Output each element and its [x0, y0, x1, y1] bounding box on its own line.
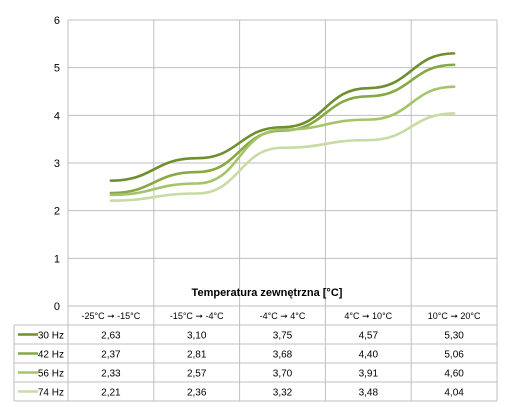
category-label: -25°C ➞ -15°C [82, 311, 141, 321]
data-label: 2,81 [187, 350, 207, 361]
category-label: -4°C ➞ 4°C [260, 311, 306, 321]
data-label: 3,91 [359, 369, 379, 380]
y-tick-label: 3 [54, 158, 60, 170]
data-label: 3,10 [187, 331, 207, 342]
legend-label: 74 Hz [38, 388, 64, 399]
data-label: 4,40 [359, 350, 379, 361]
y-tick-label: 5 [54, 63, 60, 75]
data-label: 5,30 [444, 331, 464, 342]
data-label: 3,48 [359, 388, 379, 399]
category-label: -15°C ➞ -4°C [170, 311, 224, 321]
y-tick-label: 4 [54, 110, 60, 122]
data-label: 2,63 [101, 331, 121, 342]
category-label: 10°C ➞ 20°C [428, 311, 481, 321]
legend-label: 30 Hz [38, 331, 64, 342]
data-table: -25°C ➞ -15°C -15°C ➞ -4°C -4°C ➞ 4°C 4°C ➞… [13, 311, 497, 402]
data-label: 3,68 [273, 350, 293, 361]
series-lines [109, 52, 456, 202]
data-label: 2,33 [101, 369, 121, 380]
data-label: 3,70 [273, 369, 293, 380]
data-label: 4,60 [444, 369, 464, 380]
data-label: 3,32 [273, 388, 293, 399]
data-label: 4,04 [444, 388, 464, 399]
legend-label: 56 Hz [38, 369, 64, 380]
y-tick-label: 0 [54, 301, 60, 313]
data-label: 3,75 [273, 331, 293, 342]
data-label: 2,57 [187, 369, 207, 380]
grid: 0 1 2 3 4 5 6 [54, 15, 498, 401]
series-line [109, 112, 456, 202]
legend-label: 42 Hz [38, 350, 64, 361]
data-label: 2,37 [101, 350, 121, 361]
data-label: 5,06 [444, 350, 464, 361]
y-tick-label: 2 [54, 206, 60, 218]
category-label: 4°C ➞ 10°C [344, 311, 392, 321]
y-tick-label: 1 [54, 253, 60, 265]
data-label: 2,36 [187, 388, 207, 399]
x-axis-title: Temperatura zewnętrzna [°C] [192, 287, 343, 299]
y-tick-label: 6 [54, 15, 60, 27]
data-label: 4,57 [359, 331, 379, 342]
series-line [109, 85, 456, 197]
series-line [109, 52, 456, 182]
data-label: 2,21 [101, 388, 121, 399]
